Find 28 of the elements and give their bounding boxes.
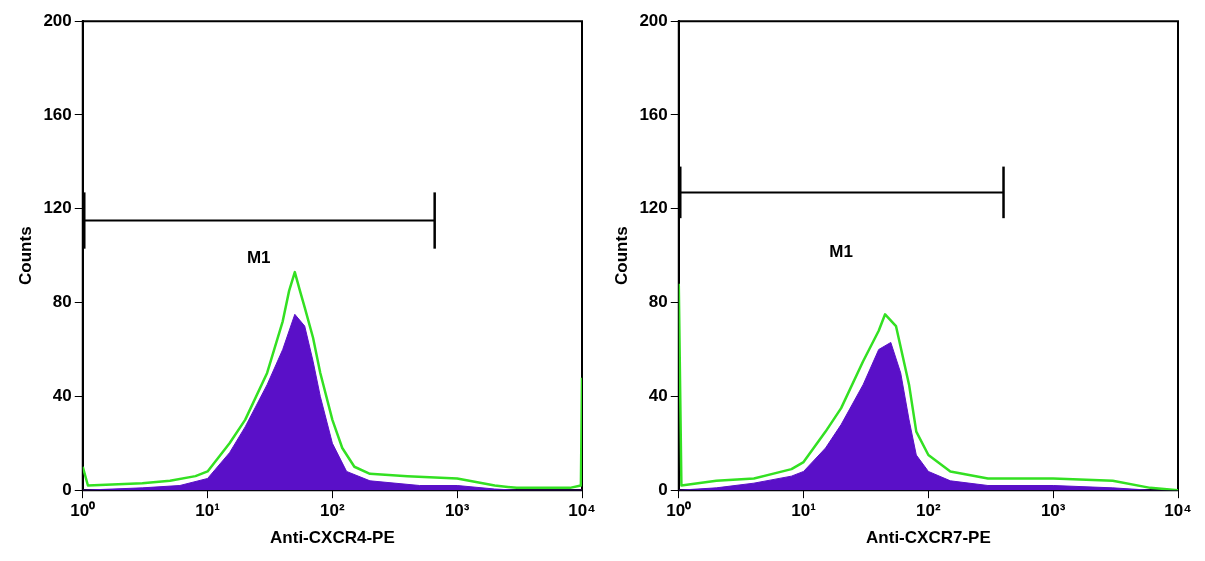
x-tick-label: 10⁴ — [568, 501, 596, 521]
y-tick-label: 40 — [648, 386, 668, 406]
y-tick-label: 160 — [639, 104, 668, 124]
x-tick-label: 10² — [916, 501, 941, 521]
series-label: M1 — [246, 248, 271, 268]
y-tick-label: 80 — [52, 292, 72, 312]
y-tick-label: 0 — [62, 479, 72, 499]
y-tick-label: 120 — [639, 198, 668, 218]
y-tick-label: 160 — [43, 104, 72, 124]
y-tick-label: 120 — [43, 198, 72, 218]
y-tick-label: 200 — [43, 10, 72, 30]
x-tick-label: 10³ — [444, 501, 470, 521]
x-tick-label: 10¹ — [791, 501, 817, 521]
x-tick-label: 10³ — [1040, 501, 1066, 521]
x-tick-label: 10¹ — [195, 501, 221, 521]
y-tick-label: 40 — [52, 386, 72, 406]
x-axis-title: Anti-CXCR4-PE — [270, 528, 395, 548]
y-axis-title: Counts — [15, 226, 35, 285]
x-tick-label: 10⁴ — [1164, 501, 1192, 521]
text: M1 — [829, 242, 853, 262]
y-tick-label: 200 — [639, 10, 668, 30]
y-tick-label: 0 — [658, 479, 668, 499]
x-tick-label: 10⁰ — [70, 501, 96, 521]
x-tick-label: 10² — [320, 501, 345, 521]
y-tick-label: 80 — [648, 292, 668, 312]
x-axis-title: Anti-CXCR7-PE — [866, 528, 991, 548]
x-tick-label: 10⁰ — [666, 501, 692, 521]
y-axis-title: Counts — [611, 226, 631, 285]
